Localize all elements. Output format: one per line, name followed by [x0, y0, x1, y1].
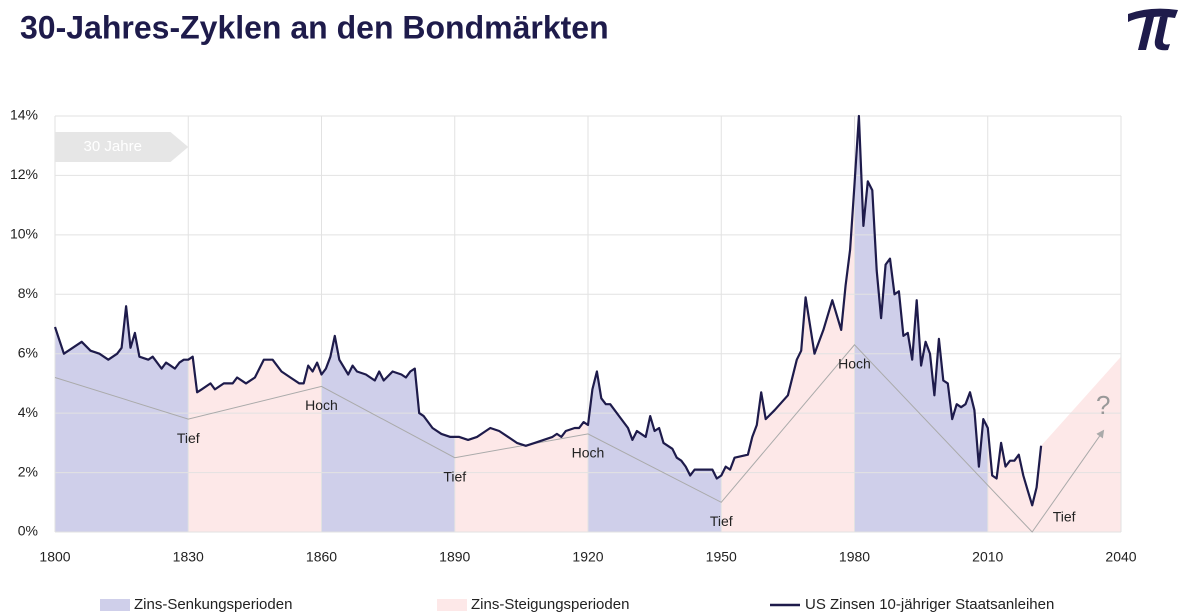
- x-tick-label: 1920: [572, 549, 603, 565]
- period-area: [588, 371, 722, 532]
- legend-label: US Zinsen 10-jähriger Staatsanleihen: [805, 596, 1054, 613]
- y-tick-label: 2%: [18, 463, 38, 479]
- span-label: 30 Jahre: [84, 138, 142, 155]
- logo: [1128, 8, 1178, 51]
- trend-label: Hoch: [838, 356, 871, 372]
- period-area: [987, 356, 1121, 532]
- period-area: [454, 422, 588, 532]
- trend-label: Hoch: [572, 445, 605, 461]
- trend-line: [54, 344, 1105, 533]
- trend-label: Tief: [443, 468, 466, 484]
- trend-label: Hoch: [305, 397, 338, 413]
- span-arrow: [55, 132, 189, 162]
- period-area: [854, 116, 988, 532]
- y-tick-label: 10%: [10, 226, 38, 242]
- legend-label: Zins-Steigungsperioden: [471, 596, 629, 613]
- period-area: [55, 306, 189, 532]
- yield-line: [53, 114, 1043, 507]
- legend-swatch: [437, 599, 467, 611]
- legend-swatch: [100, 599, 130, 611]
- x-tick-label: 1830: [173, 549, 204, 565]
- x-tick-label: 1800: [39, 549, 70, 565]
- y-tick-label: 0%: [18, 523, 38, 539]
- x-tick-label: 2010: [972, 549, 1003, 565]
- period-area: [721, 184, 855, 533]
- y-tick-label: 14%: [10, 107, 38, 123]
- y-tick-label: 8%: [18, 285, 38, 301]
- y-tick-label: 4%: [18, 404, 38, 420]
- y-tick-label: 12%: [10, 166, 38, 182]
- question-mark: ?: [1096, 390, 1110, 420]
- period-area: [321, 335, 455, 532]
- legend-label: Zins-Senkungsperioden: [134, 596, 292, 613]
- trend-label: Tief: [177, 430, 200, 446]
- trend-label: Tief: [710, 513, 733, 529]
- x-tick-label: 1980: [839, 549, 870, 565]
- y-tick-label: 6%: [18, 344, 38, 360]
- x-tick-label: 2040: [1105, 549, 1136, 565]
- x-tick-label: 1890: [439, 549, 470, 565]
- x-tick-label: 1860: [306, 549, 337, 565]
- x-tick-label: 1950: [706, 549, 737, 565]
- period-area: [188, 356, 322, 532]
- chart-title: 30-Jahres-Zyklen an den Bondmärkten: [20, 9, 609, 45]
- trend-label: Tief: [1053, 509, 1076, 525]
